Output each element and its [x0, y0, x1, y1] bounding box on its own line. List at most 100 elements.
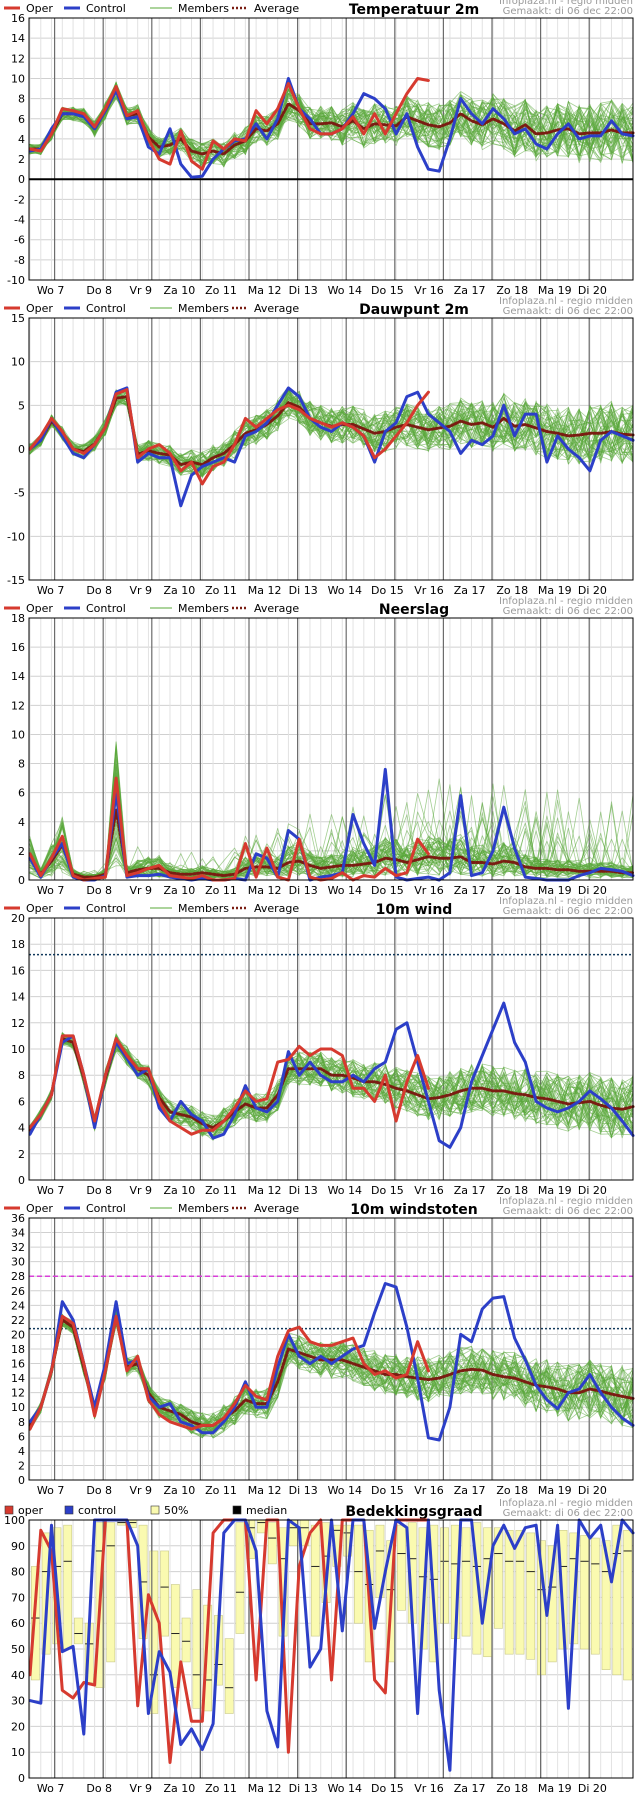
y-tick-label: 0 [18, 874, 25, 887]
panel-6: 0 10 20 30 40 50 60 70 80 90 100 Wo 7 Do 8 Vr 9 Za 10 Z… [4, 1498, 635, 1795]
y-tick-label: -6 [14, 234, 25, 247]
range-bar [623, 1530, 633, 1681]
y-tick-label: 40 [11, 1669, 25, 1682]
y-tick-label: 20 [11, 912, 25, 925]
x-day-label: Za 10 [164, 1484, 196, 1497]
y-tick-label: -4 [14, 214, 25, 227]
y-tick-label: 4 [18, 816, 25, 829]
x-day-label: Do 15 [371, 1184, 404, 1197]
legend-oper-label: Oper [26, 302, 53, 315]
y-tick-label: 14 [11, 670, 25, 683]
x-day-label: Zo 18 [496, 1782, 528, 1795]
x-day-label: Vr 16 [414, 1782, 444, 1795]
y-tick-label: 100 [4, 1514, 25, 1527]
x-day-label: Do 8 [86, 884, 112, 897]
x-day-label: Ma 19 [538, 1184, 572, 1197]
x-day-label: Wo 7 [37, 884, 64, 897]
x-day-label: Za 17 [454, 884, 486, 897]
y-tick-label: -5 [14, 487, 25, 500]
range-bar [106, 1522, 116, 1663]
range-bar [418, 1527, 428, 1650]
y-tick-label: 12 [11, 1387, 25, 1400]
range-bar [472, 1522, 482, 1655]
y-tick-label: 8 [18, 758, 25, 771]
x-day-label: Wo 14 [328, 584, 362, 597]
x-day-label: Zo 11 [205, 284, 237, 297]
plot-frame [28, 1217, 634, 1481]
series-control [28, 1282, 635, 1442]
x-day-label: Zo 11 [205, 1782, 237, 1795]
x-day-label: Ma 12 [248, 284, 282, 297]
y-tick-label: 10 [11, 728, 25, 741]
x-day-label: Do 15 [371, 884, 404, 897]
range-bar [192, 1589, 202, 1709]
y-tick-label: 60 [11, 1617, 25, 1630]
range-bar [558, 1530, 568, 1650]
panel-4: 0 2 4 6 8 10 12 14 16 18 20 Wo 7 Do 8 Vr 9 Za 10 Zo 11 M… [4, 896, 635, 1197]
y-tick-label: 4 [18, 1445, 25, 1458]
y-tick-label: 0 [18, 1174, 25, 1187]
panel-1: -10 -8 -6 -4 -2 0 2 4 6 8 10 12 14 16 Wo 7 Do 8 Vr 9 Za 1… [4, 0, 635, 297]
y-tick-label: 26 [11, 1285, 25, 1298]
y-tick-label: 14 [11, 1372, 25, 1385]
y-tick-label: 10 [11, 356, 25, 369]
y-tick-label: 70 [11, 1591, 25, 1604]
y-tick-label: 18 [11, 938, 25, 951]
x-day-label: Za 17 [454, 1484, 486, 1497]
range-bar [515, 1530, 525, 1655]
x-day-label: Ma 19 [538, 584, 572, 597]
range-bar [170, 1584, 180, 1688]
x-day-label: Di 13 [289, 1782, 318, 1795]
chart-title: Dauwpunt 2m [359, 302, 469, 318]
panel-3: 0 2 4 6 8 10 12 14 16 18 Wo 7 Do 8 Vr 9 Za 10 Zo 11 Ma … [4, 596, 635, 897]
ensemble-member [29, 1318, 634, 1432]
y-tick-label: 0 [18, 173, 25, 186]
y-tick-label: -2 [14, 193, 25, 206]
watermark-source: Infoplaza.nl - regio midden [499, 1498, 633, 1509]
x-day-label: Di 20 [578, 1782, 607, 1795]
x-day-label: Vr 16 [414, 284, 444, 297]
y-tick-label: 16 [11, 1358, 25, 1371]
legend-control-label: Control [86, 2, 126, 15]
legend-control-label: Control [86, 602, 126, 615]
legend-average-label: median [246, 1504, 287, 1517]
legend-average-label: Average [254, 302, 299, 315]
series-oper [28, 77, 430, 171]
x-day-label: Za 10 [164, 584, 196, 597]
y-tick-label: 8 [18, 93, 25, 106]
x-day-label: Zo 18 [496, 284, 528, 297]
y-tick-label: 0 [18, 443, 25, 456]
range-bar [461, 1527, 471, 1637]
x-day-label: Do 15 [371, 284, 404, 297]
series-control [28, 767, 635, 882]
x-day-label: Za 17 [454, 284, 486, 297]
y-tick-label: 2 [18, 1148, 25, 1161]
series-oper [28, 388, 430, 486]
y-tick-label: 8 [18, 1069, 25, 1082]
chart-title: 10m wind [376, 902, 453, 918]
x-day-label: Za 10 [164, 284, 196, 297]
legend-members-label: Members [178, 602, 229, 615]
range-bar [440, 1527, 449, 1624]
x-day-label: Do 8 [86, 1184, 112, 1197]
x-day-label: Do 8 [86, 284, 112, 297]
x-day-label: Wo 7 [37, 1184, 64, 1197]
legend-control-label: Control [86, 302, 126, 315]
x-day-label: Zo 11 [205, 884, 237, 897]
legend-control-swatch [64, 1505, 74, 1515]
y-tick-label: 6 [18, 1430, 25, 1443]
y-tick-label: 28 [11, 1270, 25, 1283]
x-day-label: Di 20 [578, 884, 607, 897]
plot-frame [28, 17, 634, 281]
x-day-label: Do 15 [371, 584, 404, 597]
x-day-label: Ma 19 [538, 1484, 572, 1497]
legend-average-label: Average [254, 1202, 299, 1215]
watermark-source: Infoplaza.nl - regio midden [499, 1196, 633, 1207]
legend-control-label: control [78, 1504, 116, 1517]
range-bar [149, 1550, 159, 1714]
legend-members-label: 50% [164, 1504, 188, 1517]
y-tick-label: 0 [18, 1474, 25, 1487]
y-tick-label: 6 [18, 113, 25, 126]
y-tick-label: 16 [11, 12, 25, 25]
